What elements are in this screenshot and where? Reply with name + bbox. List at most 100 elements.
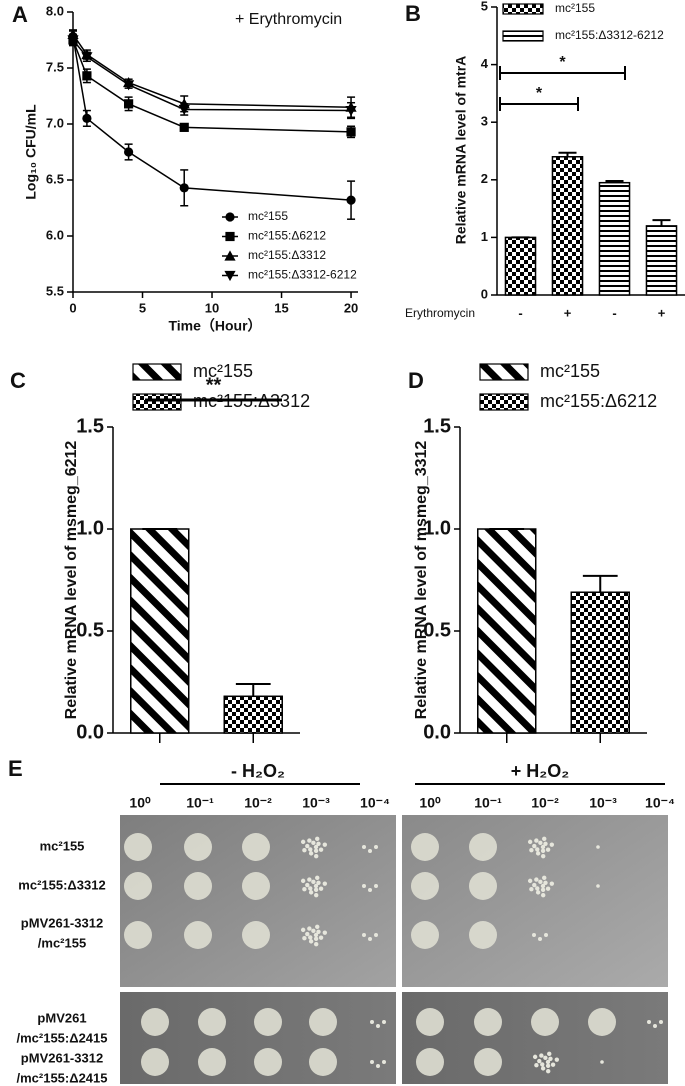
y-tick-label: 1.0 (423, 517, 451, 539)
series (223, 683, 283, 734)
colony (318, 935, 324, 940)
error-bar (235, 683, 271, 697)
colony (547, 1051, 552, 1057)
colony (545, 1068, 551, 1074)
colony (540, 887, 546, 893)
colony (300, 927, 306, 933)
panel-label: E (8, 756, 23, 781)
colony (600, 1060, 604, 1064)
bar (570, 591, 630, 734)
y-tick-label: 5.5 (46, 283, 64, 298)
colony-spot (309, 1008, 337, 1036)
colony (532, 882, 537, 888)
error-bar (605, 179, 624, 183)
colony-spot (588, 1008, 616, 1036)
strain-label: /mc²155 (38, 935, 86, 950)
colony (527, 878, 533, 884)
colony-spot (309, 1048, 337, 1076)
colony (313, 932, 319, 938)
dilution-label: 10⁻² (244, 795, 272, 811)
bar (504, 236, 537, 296)
colony-spot (184, 833, 212, 861)
line (72, 39, 352, 133)
colony (376, 1024, 380, 1028)
colony (307, 838, 312, 843)
series (67, 34, 357, 120)
colony (362, 933, 366, 937)
y-tick-label: 2 (481, 171, 488, 186)
legend-label: mc²155:Δ6212 (248, 229, 326, 243)
colony (308, 847, 313, 852)
colony (302, 936, 307, 941)
point (225, 212, 235, 222)
colony (545, 886, 551, 891)
colony (540, 1062, 545, 1067)
plate (402, 815, 668, 987)
x-tick-label: - (518, 305, 522, 320)
point (82, 113, 92, 123)
colony-spot (141, 1008, 169, 1036)
colony-spot (184, 921, 212, 949)
significance-label: * (536, 85, 543, 102)
colony (545, 1063, 551, 1069)
colony-spot (411, 872, 439, 900)
legend-swatch (502, 30, 544, 42)
point (123, 80, 135, 91)
colony (318, 886, 324, 891)
bar (551, 156, 584, 296)
x-axis-label: Time（Hour） (168, 318, 261, 334)
colony (313, 936, 319, 942)
colony (362, 845, 366, 849)
colony (370, 1020, 374, 1024)
colony (540, 892, 546, 898)
error-bar (582, 574, 618, 593)
y-tick-label: 1 (481, 229, 488, 244)
series (477, 528, 537, 734)
colony (307, 877, 312, 882)
y-tick-label: 6.0 (46, 227, 64, 242)
colony (542, 875, 547, 881)
colony (313, 883, 319, 889)
strain-label: pMV261 (37, 1010, 86, 1025)
point (124, 99, 134, 109)
y-tick-label: 4 (481, 56, 489, 71)
series (598, 179, 678, 296)
colony (305, 843, 310, 849)
colony (535, 890, 541, 895)
x-tick-label: - (612, 305, 616, 320)
condition-label: + H₂O₂ (511, 761, 570, 781)
dilution-label: 10⁻³ (302, 795, 330, 811)
point (224, 250, 236, 261)
significance-label: ** (206, 374, 222, 396)
colony (305, 882, 310, 888)
legend-label: mc²155:Δ3312-6212 (555, 28, 664, 42)
plate (402, 992, 668, 1084)
colony (537, 1058, 542, 1064)
legend-swatch (502, 3, 544, 15)
x-tick-label: 0 (69, 300, 76, 315)
colony-spot (141, 1048, 169, 1076)
colony (659, 1020, 663, 1024)
point (124, 147, 134, 157)
colony (554, 1057, 560, 1062)
colony (374, 884, 378, 888)
colony (308, 939, 314, 944)
y-tick-label: 1.5 (423, 415, 451, 437)
colony (322, 930, 328, 935)
y-axis-label: Relative mRNA level of msmeg_6212 (63, 441, 80, 720)
colony-spot (254, 1048, 282, 1076)
colony (308, 890, 314, 895)
colony-spot (474, 1008, 502, 1036)
point (179, 122, 189, 132)
colony (376, 1064, 380, 1068)
series (68, 33, 356, 139)
y-tick-label: 0 (481, 286, 488, 301)
y-tick-label: 1.5 (76, 415, 104, 437)
plate-photo (402, 815, 668, 987)
colony (307, 926, 312, 931)
colony (316, 841, 321, 846)
colony (318, 847, 324, 852)
colony (653, 1024, 657, 1028)
colony (543, 841, 548, 846)
colony (315, 924, 320, 930)
